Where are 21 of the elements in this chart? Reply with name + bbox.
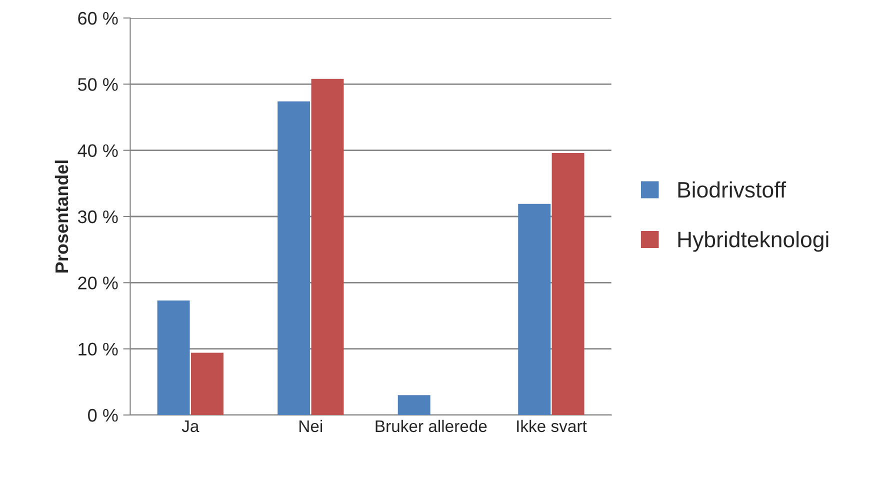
y-tick-label: 10 % bbox=[78, 342, 118, 356]
y-tick-label: 40 % bbox=[78, 144, 118, 158]
x-tick-label: Nei bbox=[300, 420, 322, 432]
y-tick-label: 0 % bbox=[88, 408, 118, 422]
y-tick-label: 60 % bbox=[78, 12, 118, 25]
bar bbox=[552, 152, 584, 415]
x-tick-label: Ja bbox=[182, 420, 200, 432]
y-tick-label: 50 % bbox=[78, 78, 118, 91]
x-tick-label: Bruker allerede bbox=[376, 420, 487, 432]
bar bbox=[311, 78, 344, 415]
y-tick-label: 30 % bbox=[78, 210, 118, 224]
y-tick-label: 20 % bbox=[78, 276, 118, 290]
legend-label: Biodrivstoff bbox=[678, 181, 786, 198]
x-tick-label: Ikke svart bbox=[517, 420, 587, 432]
y-axis-title: Prosentandel bbox=[54, 160, 68, 272]
bar bbox=[398, 395, 430, 415]
bar bbox=[190, 352, 224, 415]
legend-label: Hybridteknologi bbox=[678, 231, 828, 252]
bar bbox=[518, 204, 551, 415]
bar bbox=[278, 101, 310, 415]
bar bbox=[157, 300, 190, 415]
